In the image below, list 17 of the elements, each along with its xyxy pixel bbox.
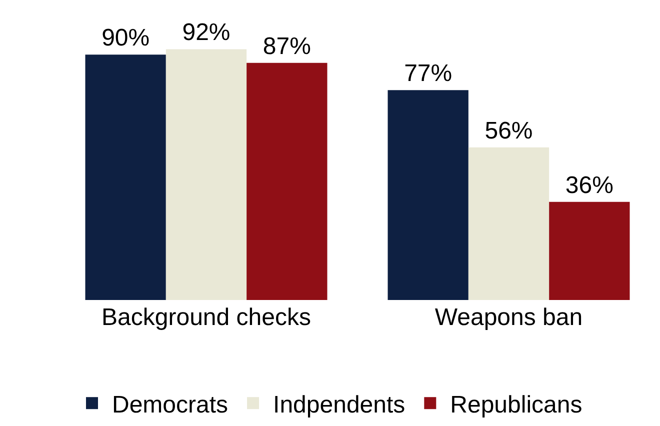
- bar: [388, 90, 468, 300]
- legend-label: Democrats: [112, 391, 228, 418]
- data-label: 90%: [102, 24, 150, 52]
- legend-label: Republicans: [450, 391, 582, 418]
- data-label: 36%: [565, 172, 614, 199]
- data-label: 77%: [404, 60, 452, 88]
- bar: [549, 202, 630, 300]
- x-tick-label: Weapons ban: [434, 304, 583, 331]
- data-label: 92%: [182, 19, 230, 46]
- legend-label: Indpendents: [273, 391, 406, 418]
- x-tick-label: Background checks: [102, 304, 311, 331]
- bar: [468, 147, 550, 300]
- bar: [246, 62, 328, 300]
- data-label: 87%: [262, 32, 311, 60]
- bar: [85, 54, 166, 300]
- data-label: 56%: [484, 117, 533, 144]
- bar: [166, 49, 247, 300]
